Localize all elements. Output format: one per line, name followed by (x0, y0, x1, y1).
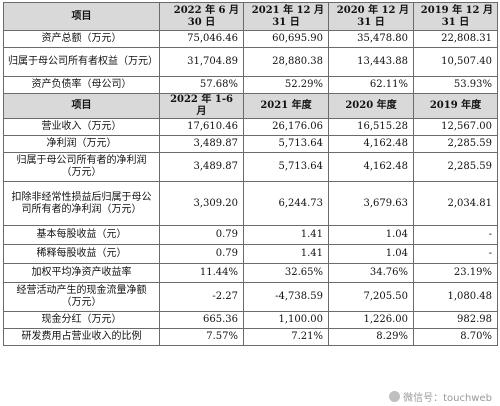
row-label: 营业收入（万元） (3, 118, 160, 136)
cell-value: 22,808.31 (413, 30, 498, 48)
cell-value: 17,610.46 (159, 118, 244, 136)
table-row: 净利润（万元） 3,489.87 5,713.64 4,162.48 2,285… (3, 135, 498, 153)
table-row: 研发费用占营业收入的比例 7.57% 7.21% 8.29% 8.70% (3, 328, 498, 346)
header-col-2021: 2021 年度 (243, 93, 329, 119)
row-label: 归属于母公司所有者权益（万元） (3, 47, 160, 77)
cell-value: 3,679.63 (328, 181, 414, 226)
cell-value: 6,244.73 (243, 181, 329, 226)
table-row: 稀释每股收益（元） 0.79 1.41 1.04 - (3, 244, 498, 264)
cell-value: 16,515.28 (328, 118, 414, 136)
row-label: 研发费用占营业收入的比例 (3, 328, 160, 346)
cell-value: 982.98 (413, 311, 498, 329)
cell-value: 13,443.88 (328, 47, 414, 77)
cell-value: 2,285.59 (413, 152, 498, 182)
cell-value: 57.68% (159, 76, 244, 94)
cell-value: 34.76% (328, 263, 414, 283)
cell-value: 2,285.59 (413, 135, 498, 153)
cell-value: -2.27 (159, 282, 244, 312)
table-row: 资产总额（万元） 75,046.46 60,695.90 35,478.80 2… (3, 30, 498, 48)
cell-value: 5,713.64 (243, 135, 329, 153)
cell-value: 5,713.64 (243, 152, 329, 182)
table-row: 营业收入（万元） 17,610.46 26,176.06 16,515.28 1… (3, 118, 498, 136)
cell-value: 8.29% (328, 328, 414, 346)
header-col-2020: 2020 年度 (328, 93, 414, 119)
row-label: 资产总额（万元） (3, 30, 160, 48)
cell-value: 32.65% (243, 263, 329, 283)
row-label: 经营活动产生的现金流量净额（万元） (3, 282, 160, 312)
cell-value: 0.79 (159, 225, 244, 245)
cell-value: 31,704.89 (159, 47, 244, 77)
row-label: 基本每股收益（元） (3, 225, 160, 245)
row-label: 加权平均净资产收益率 (3, 263, 160, 283)
cell-value: -4,738.59 (243, 282, 329, 312)
row-label: 现金分红（万元） (3, 311, 160, 329)
cell-value: 11.44% (159, 263, 244, 283)
cell-value: 26,176.06 (243, 118, 329, 136)
cell-value: 1,100.00 (243, 311, 329, 329)
cell-value: 1.04 (328, 244, 414, 264)
header-item: 项目 (3, 2, 160, 31)
cell-value: 1.41 (243, 244, 329, 264)
wechat-icon (389, 391, 401, 402)
row-label: 资产负债率（母公司） (3, 76, 160, 94)
row-label: 净利润（万元） (3, 135, 160, 153)
row-label: 扣除非经常性损益后归属于母公司所有者的净利润（万元） (3, 181, 160, 226)
table-row: 基本每股收益（元） 0.79 1.41 1.04 - (3, 225, 498, 245)
header-item: 项目 (3, 93, 160, 119)
header-col-2019-12: 2019 年 12 月 31 日 (413, 2, 498, 31)
cell-value: 23.19% (413, 263, 498, 283)
header-col-2020-12: 2020 年 12 月 31 日 (328, 2, 414, 31)
cell-value: 665.36 (159, 311, 244, 329)
row-label: 稀释每股收益（元） (3, 244, 160, 264)
cell-value: 53.93% (413, 76, 498, 94)
cell-value: 60,695.90 (243, 30, 329, 48)
table-row: 现金分红（万元） 665.36 1,100.00 1,226.00 982.98 (3, 311, 498, 329)
table-row: 加权平均净资产收益率 11.44% 32.65% 34.76% 23.19% (3, 263, 498, 283)
cell-value: 4,162.48 (328, 135, 414, 153)
cell-value: 3,489.87 (159, 135, 244, 153)
table-row: 归属于母公司所有者的净利润（万元） 3,489.87 5,713.64 4,16… (3, 152, 498, 182)
table-row: 经营活动产生的现金流量净额（万元） -2.27 -4,738.59 7,205.… (3, 282, 498, 312)
cell-value: 3,489.87 (159, 152, 244, 182)
cell-value: 2,034.81 (413, 181, 498, 226)
cell-value: 7.57% (159, 328, 244, 346)
header-col-2019: 2019 年度 (413, 93, 498, 119)
cell-value: 3,309.20 (159, 181, 244, 226)
header-col-2022-h1: 2022 年 1-6 月 (159, 93, 244, 119)
header-row-income: 项目 2022 年 1-6 月 2021 年度 2020 年度 2019 年度 (3, 93, 498, 119)
watermark: 微信号：touchweb (389, 389, 492, 404)
cell-value: 7,205.50 (328, 282, 414, 312)
cell-value: 4,162.48 (328, 152, 414, 182)
row-label: 归属于母公司所有者的净利润（万元） (3, 152, 160, 182)
cell-value: 8.70% (413, 328, 498, 346)
cell-value: 62.11% (328, 76, 414, 94)
cell-value: 28,880.38 (243, 47, 329, 77)
watermark-text: 微信号：touchweb (403, 393, 492, 404)
header-col-2021-12: 2021 年 12 月 31 日 (243, 2, 329, 31)
cell-value: 10,507.40 (413, 47, 498, 77)
table-row: 扣除非经常性损益后归属于母公司所有者的净利润（万元） 3,309.20 6,24… (3, 181, 498, 226)
cell-value: 1,226.00 (328, 311, 414, 329)
table-row: 归属于母公司所有者权益（万元） 31,704.89 28,880.38 13,4… (3, 47, 498, 77)
cell-value: - (413, 244, 498, 264)
header-row-balance: 项目 2022 年 6 月 30 日 2021 年 12 月 31 日 2020 年… (3, 2, 498, 31)
cell-value: 1.04 (328, 225, 414, 245)
cell-value: 75,046.46 (159, 30, 244, 48)
cell-value: 0.79 (159, 244, 244, 264)
financial-summary-table: 项目 2022 年 6 月 30 日 2021 年 12 月 31 日 2020 年… (3, 2, 498, 346)
cell-value: 52.29% (243, 76, 329, 94)
cell-value: 35,478.80 (328, 30, 414, 48)
table-row: 资产负债率（母公司） 57.68% 52.29% 62.11% 53.93% (3, 76, 498, 94)
cell-value: - (413, 225, 498, 245)
cell-value: 12,567.00 (413, 118, 498, 136)
header-col-2022-06: 2022 年 6 月 30 日 (159, 2, 244, 31)
cell-value: 1.41 (243, 225, 329, 245)
cell-value: 1,080.48 (413, 282, 498, 312)
cell-value: 7.21% (243, 328, 329, 346)
